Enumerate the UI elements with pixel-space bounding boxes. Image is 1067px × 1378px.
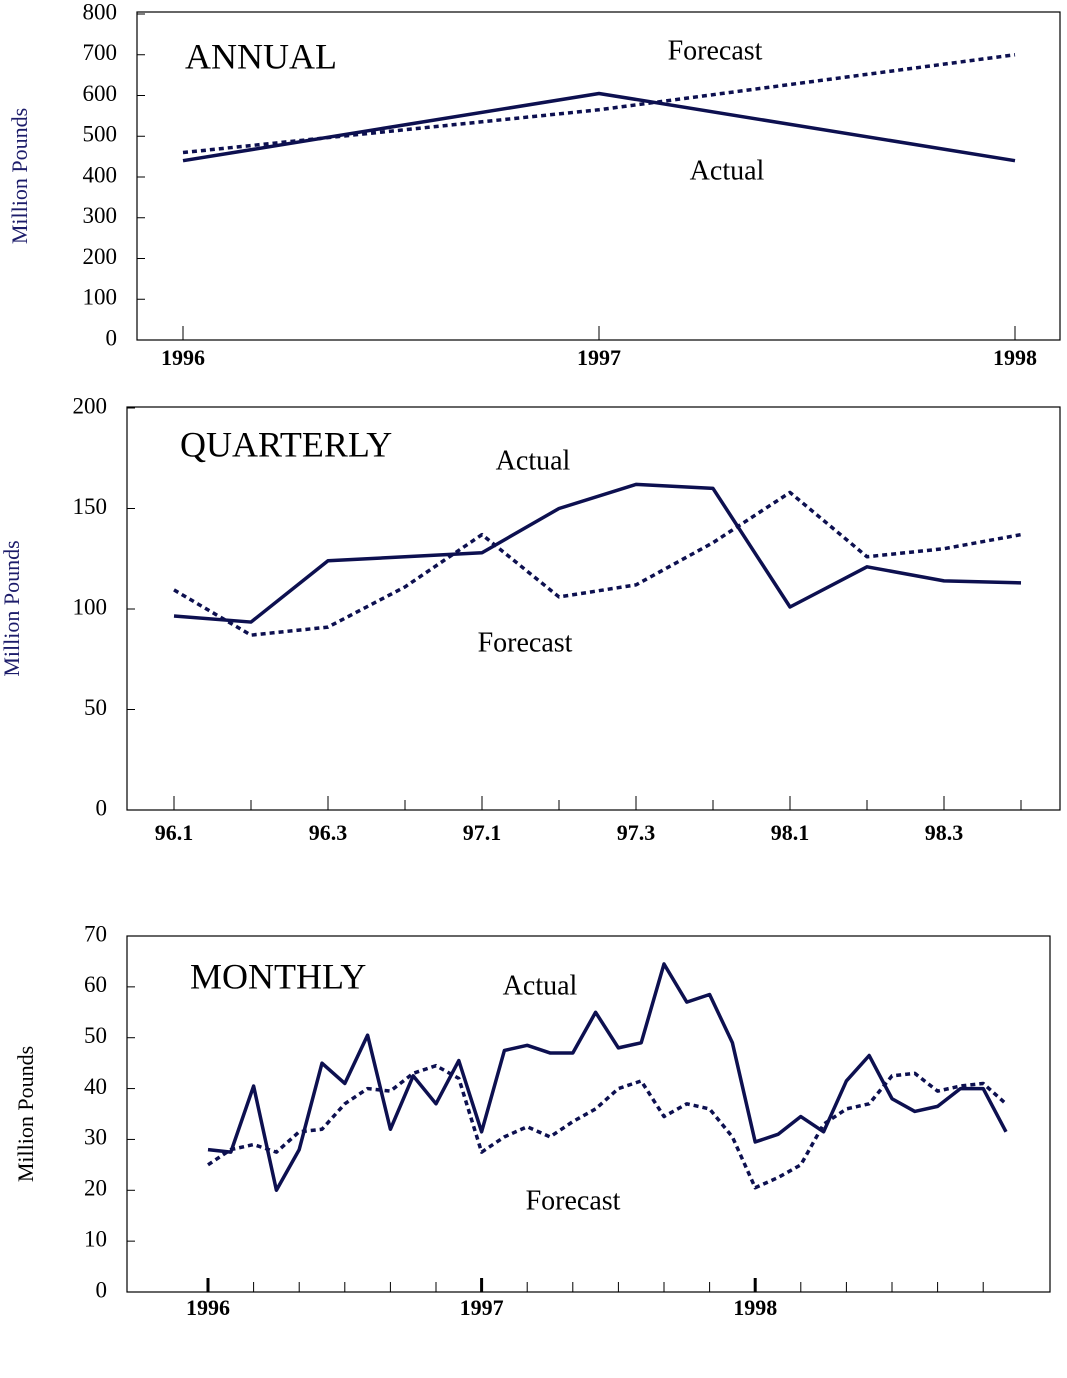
series-line [207,1063,1008,1190]
y-tick-label: 60 [84,972,107,997]
y-tick-label: 50 [84,695,107,720]
y-tick-label: 30 [84,1125,107,1150]
chart-title: ANNUAL [185,36,337,76]
y-tick-label: 100 [73,594,108,619]
x-tick-label: 1996 [161,345,205,370]
x-tick-label: 98.1 [771,820,810,845]
x-tick-label: 1996 [186,1295,230,1320]
chart-title: QUARTERLY [180,424,392,464]
series-label: Actual [690,155,765,186]
x-tick-label: 97.3 [617,820,656,845]
y-tick-label: 200 [73,393,108,418]
y-tick-label: 20 [84,1176,107,1201]
x-tick-label: 1997 [460,1295,504,1320]
x-tick-label: 96.3 [309,820,348,845]
y-tick-label: 600 [83,81,118,106]
series-line [173,490,1022,637]
y-axis-label: Million Pounds [7,108,32,244]
y-tick-label: 300 [83,203,118,228]
y-tick-label: 0 [106,325,118,350]
x-tick-label: 96.1 [155,820,194,845]
y-tick-label: 0 [96,1277,108,1302]
x-tick-label: 97.1 [463,820,502,845]
y-tick-label: 700 [83,40,118,65]
x-tick-label: 1997 [577,345,621,370]
plot-frame [126,935,1051,1293]
y-tick-label: 150 [73,494,108,519]
series-label: Forecast [668,35,763,66]
x-tick-label: 1998 [733,1295,777,1320]
series-label: Actual [496,445,571,476]
y-tick-label: 50 [84,1023,107,1048]
series-line [182,91,1016,163]
series-line [207,962,1008,1193]
x-tick-label: 1998 [993,345,1037,370]
y-tick-label: 0 [96,795,108,820]
series-label: Forecast [478,627,573,658]
series-label: Actual [503,970,578,1001]
y-tick-label: 500 [83,122,118,147]
y-axis-label: Million Pounds [0,540,24,676]
y-tick-label: 800 [83,0,118,24]
chart-title: MONTHLY [190,956,366,996]
y-axis-label: Million Pounds [13,1046,38,1182]
series-line [173,482,1022,624]
y-tick-label: 400 [83,162,118,187]
y-tick-label: 10 [84,1226,107,1251]
x-tick-label: 98.3 [925,820,964,845]
y-tick-label: 200 [83,244,118,269]
series-label: Forecast [526,1185,621,1216]
y-tick-label: 70 [84,921,107,946]
y-tick-label: 40 [84,1074,107,1099]
y-tick-label: 100 [83,285,118,310]
series-line [182,53,1016,155]
